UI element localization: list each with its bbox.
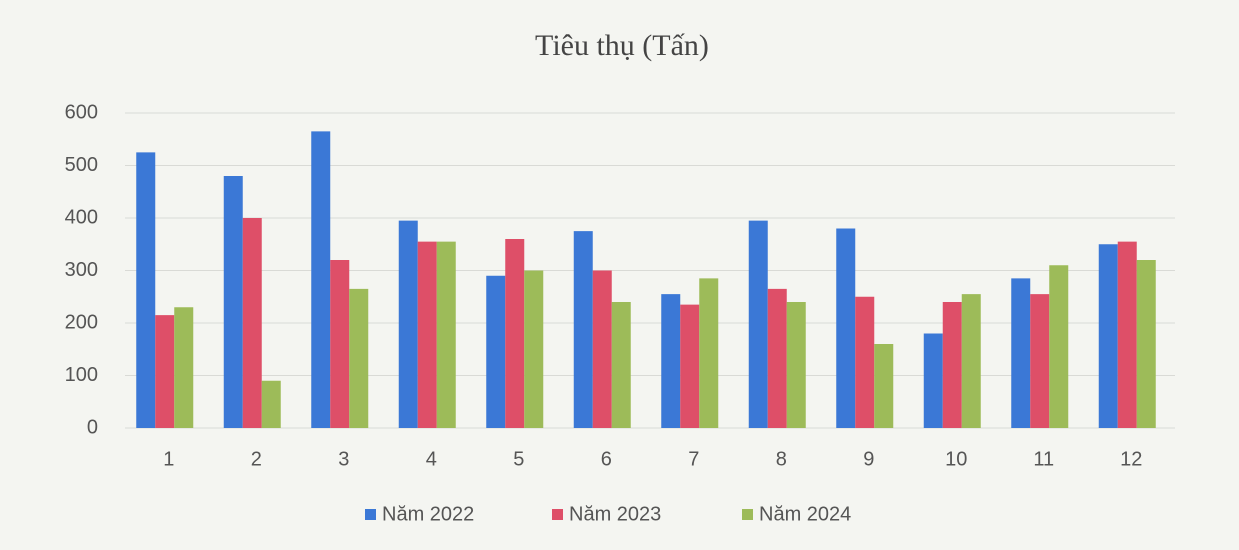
y-tick-label: 300 [65,259,98,281]
bar [573,231,593,428]
bar [223,176,243,428]
y-tick-label: 0 [87,416,98,438]
y-tick-label: 200 [65,311,98,333]
bar [486,275,506,428]
bar [330,260,350,428]
x-tick-label: 5 [513,448,524,470]
bar [767,288,787,428]
bar [680,304,700,428]
legend-label: Năm 2024 [759,503,851,525]
bar [524,270,544,428]
y-tick-label: 500 [65,154,98,176]
x-tick-label: 7 [688,448,699,470]
legend-label: Năm 2023 [569,503,661,525]
x-tick-label: 12 [1120,448,1142,470]
x-tick-label: 3 [338,448,349,470]
x-tick-label: 10 [945,448,967,470]
legend-label: Năm 2022 [382,503,474,525]
bar [699,278,719,428]
legend-swatch [552,509,563,520]
bar [311,131,331,428]
x-tick-label: 6 [601,448,612,470]
bar [1117,241,1137,428]
legend-swatch [742,509,753,520]
bar [349,288,369,428]
y-tick-label: 600 [65,101,98,123]
bar [1098,244,1118,428]
x-tick-label: 11 [1033,448,1054,470]
bar [436,241,456,428]
bar [592,270,612,428]
bar [1011,278,1031,428]
bar [1030,294,1050,428]
bar [261,380,281,428]
bar [836,228,856,428]
x-tick-label: 2 [251,448,262,470]
bar [961,294,981,428]
bar [874,344,894,428]
bar [661,294,681,428]
chart-title: Tiêu thụ (Tấn) [535,29,709,62]
bar [505,239,525,428]
x-tick-label: 4 [426,448,437,470]
bar [1136,260,1156,428]
bar [748,220,768,428]
bar [923,333,943,428]
bar [942,302,962,428]
bar [417,241,437,428]
y-tick-label: 100 [65,364,98,386]
bar [174,307,194,428]
bar [855,296,875,428]
bar [242,218,262,428]
bar [611,302,631,428]
bar [136,152,156,428]
y-tick-label: 400 [65,206,98,228]
x-tick-label: 9 [863,448,874,470]
legend-swatch [365,509,376,520]
bar [155,315,175,428]
x-tick-label: 8 [776,448,787,470]
x-tick-label: 1 [163,448,174,470]
bar [398,220,418,428]
bar [786,302,806,428]
bar [1049,265,1069,428]
